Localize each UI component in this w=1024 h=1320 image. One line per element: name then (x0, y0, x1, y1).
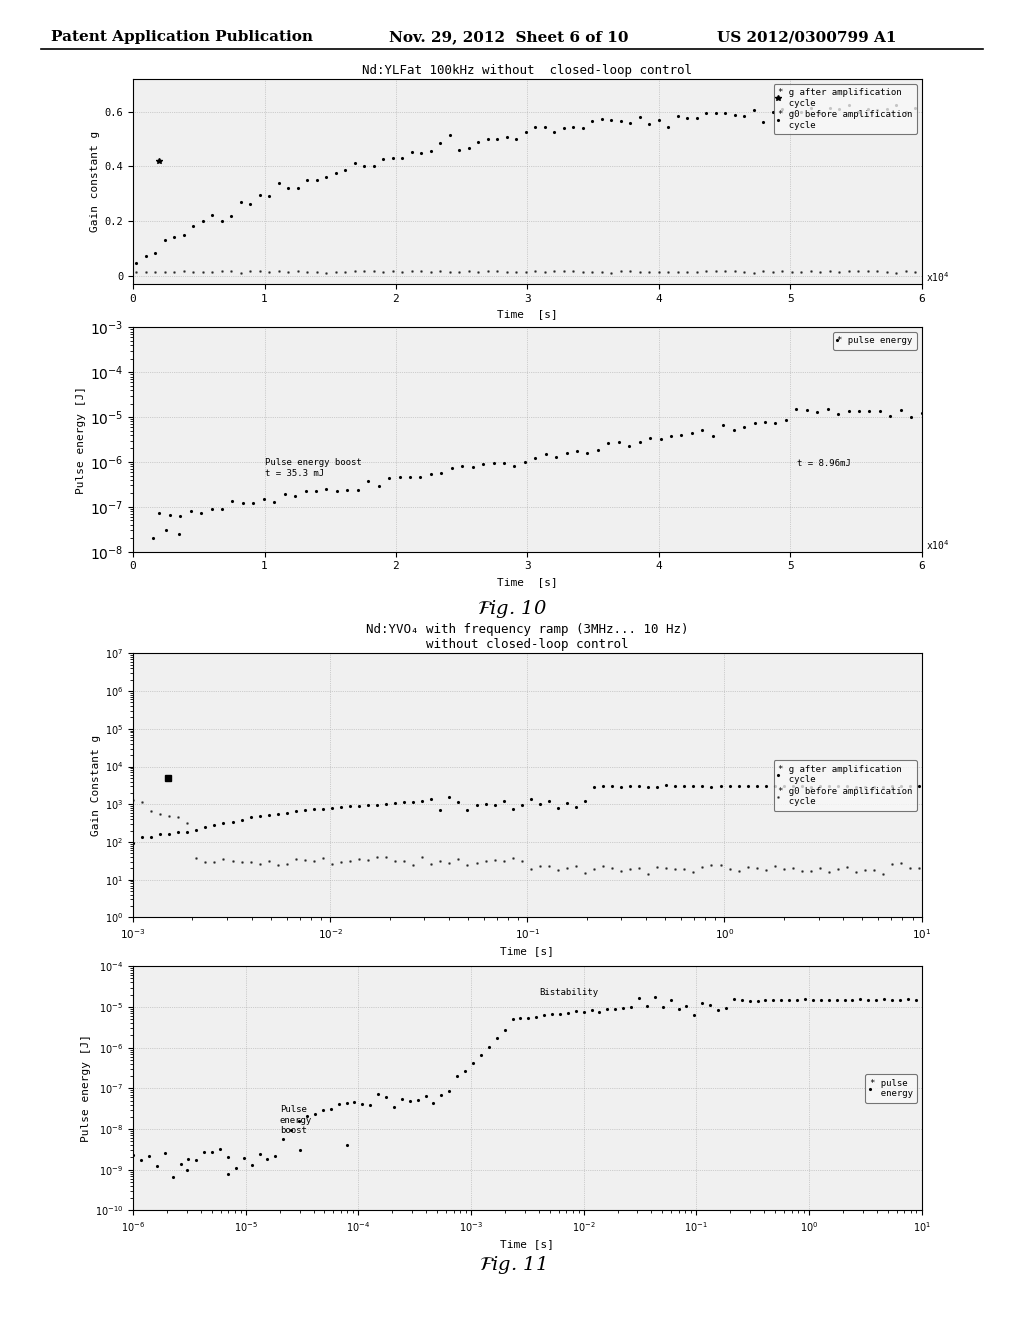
X-axis label: Time  [s]: Time [s] (497, 309, 558, 319)
Legend: * g after amplification
  cycle, * g0 before amplification
  cycle: * g after amplification cycle, * g0 befo… (774, 83, 918, 135)
Legend: * g after amplification
  cycle, * g0 before amplification
  cycle: * g after amplification cycle, * g0 befo… (774, 760, 918, 810)
Text: $\mathcal{F}$ig. 10: $\mathcal{F}$ig. 10 (477, 598, 547, 620)
Title: Nd:YLFat 100kHz without  closed-loop control: Nd:YLFat 100kHz without closed-loop cont… (362, 63, 692, 77)
X-axis label: Time  [s]: Time [s] (497, 577, 558, 587)
Legend: * pulse
  energy: * pulse energy (865, 1074, 918, 1102)
Y-axis label: Pulse energy [J]: Pulse energy [J] (76, 385, 86, 494)
Title: Nd:YVO₄ with frequency ramp (3MHz... 10 Hz)
without closed-loop control: Nd:YVO₄ with frequency ramp (3MHz... 10 … (367, 623, 688, 651)
Text: x10$^4$: x10$^4$ (926, 271, 949, 284)
Text: US 2012/0300799 A1: US 2012/0300799 A1 (717, 30, 896, 45)
Y-axis label: Gain constant g: Gain constant g (90, 131, 100, 232)
Text: Nov. 29, 2012  Sheet 6 of 10: Nov. 29, 2012 Sheet 6 of 10 (389, 30, 629, 45)
X-axis label: Time [s]: Time [s] (501, 946, 554, 957)
Text: Pulse energy boost
t = 35.3 mJ: Pulse energy boost t = 35.3 mJ (264, 458, 361, 478)
Text: Bistability: Bistability (539, 987, 598, 997)
Y-axis label: Pulse energy [J]: Pulse energy [J] (81, 1035, 91, 1142)
Text: $\mathcal{F}$ig. 11: $\mathcal{F}$ig. 11 (478, 1254, 546, 1276)
Text: Pulse
energy
boost: Pulse energy boost (280, 1105, 312, 1135)
X-axis label: Time [s]: Time [s] (501, 1239, 554, 1250)
Legend: * pulse energy: * pulse energy (833, 331, 918, 350)
Y-axis label: Gain Constant g: Gain Constant g (91, 735, 100, 836)
Text: x10$^4$: x10$^4$ (926, 539, 949, 552)
Text: Patent Application Publication: Patent Application Publication (51, 30, 313, 45)
Text: t = 8.96mJ: t = 8.96mJ (797, 459, 851, 469)
